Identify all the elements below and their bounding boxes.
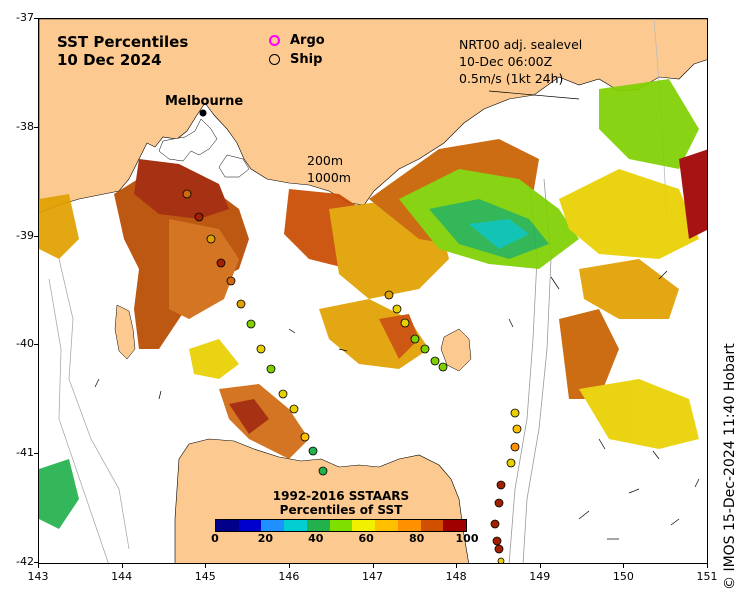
- longitude-tick: [288, 564, 290, 568]
- ship-marker-icon: [269, 54, 280, 65]
- colorbar-tick-label: 20: [257, 532, 274, 545]
- latitude-tick: [34, 18, 38, 19]
- latitude-tick: [34, 453, 38, 455]
- colorbar-tick-label: 0: [211, 532, 219, 545]
- ship-track: [182, 189, 522, 563]
- colorbar-tick-labels: 0 20 40 60 80 100: [211, 532, 478, 546]
- latitude-tick-label: -38: [16, 119, 34, 133]
- map-canvas: [39, 19, 707, 563]
- sst-patches: [39, 79, 707, 529]
- colorbar-swatch: [443, 520, 467, 531]
- colorbar-swatch: [375, 520, 398, 531]
- contour-label-1000m: 1000m: [307, 170, 351, 185]
- longitude-tick-label: 147: [362, 570, 383, 583]
- port-phillip-bay: [158, 118, 218, 162]
- longitude-tick-label: 149: [529, 570, 551, 583]
- longitude-tick: [456, 564, 458, 568]
- contour-1000m: [48, 278, 109, 563]
- longitude-tick-label: 144: [111, 570, 133, 583]
- longitude-tick: [372, 564, 374, 568]
- melbourne-marker: [199, 109, 207, 117]
- latitude-tick: [34, 562, 38, 563]
- latitude-tick-label: -41: [16, 446, 34, 460]
- king-island: [114, 304, 136, 360]
- longitude-tick: [707, 564, 708, 568]
- latitude-tick-label: -37: [16, 11, 34, 24]
- colorbar-title-2: Percentiles of SST: [279, 503, 403, 517]
- longitude-tick: [38, 564, 39, 568]
- western-port: [218, 154, 250, 178]
- current-info-line-2: 10-Dec 06:00Z: [459, 54, 553, 69]
- latitude-tick-label: -40: [16, 337, 34, 351]
- colorbar-swatch: [397, 520, 421, 531]
- title-line-1: SST Percentiles: [57, 33, 189, 51]
- latitude-tick-label: -42: [16, 555, 34, 568]
- marker-legend: Argo Ship: [269, 33, 325, 67]
- latitude-tick: [34, 235, 38, 237]
- colorbar-swatch-row: [215, 519, 467, 532]
- current-info: NRT00 adj. sealevel 10-Dec 06:00Z 0.5m/s…: [459, 36, 582, 87]
- flinders-island: [440, 328, 472, 372]
- colorbar-swatch: [238, 520, 262, 531]
- longitude-tick-label: 146: [278, 570, 300, 583]
- contour-label-200m: 200m: [307, 153, 344, 168]
- argo-marker-icon: [269, 35, 280, 46]
- latitude-tick: [34, 126, 38, 128]
- land-victoria: [39, 19, 707, 214]
- longitude-tick: [121, 564, 123, 568]
- longitude-tick: [623, 564, 625, 568]
- colorbar-tick-label: 60: [358, 532, 374, 545]
- longitude-tick: [539, 564, 541, 568]
- current-info-line-3: 0.5m/s (1kt 24h): [459, 71, 564, 86]
- contour-legend: 200m 1000m: [307, 152, 351, 186]
- longitude-tick: [205, 564, 207, 568]
- longitude-tick-label: 143: [27, 570, 49, 583]
- ship-label: Ship: [290, 52, 323, 67]
- latitude-tick-label: -39: [16, 228, 34, 242]
- colorbar-swatch: [216, 520, 239, 531]
- colorbar-swatch: [329, 520, 353, 531]
- contour-200m: [58, 258, 130, 550]
- map-area: SST Percentiles 10 Dec 2024 Melbourne Ar…: [38, 18, 708, 564]
- longitude-tick-label: 148: [445, 570, 467, 583]
- longitude-tick-label: 151: [696, 570, 718, 583]
- colorbar-swatch: [420, 520, 444, 531]
- colorbar-title-1: 1992-2016 SSTAARS: [272, 489, 410, 503]
- city-label: Melbourne: [165, 94, 244, 109]
- credit-text: © IMOS 15-Dec-2024 11:40 Hobart: [722, 343, 738, 590]
- title-line-2: 10 Dec 2024: [57, 51, 162, 69]
- colorbar-tick-label: 100: [455, 532, 479, 545]
- current-arrows: [94, 90, 700, 540]
- colorbar: 1992-2016 SSTAARS Percentiles of SST 0 20…: [211, 489, 478, 546]
- current-info-line-1: NRT00 adj. sealevel: [459, 37, 583, 52]
- colorbar-tick-label: 40: [308, 532, 324, 545]
- colorbar-swatch: [306, 520, 330, 531]
- longitude-tick-label: 150: [612, 570, 634, 583]
- latitude-tick: [34, 344, 38, 346]
- land-tasmania: [174, 438, 469, 563]
- map-title: SST Percentiles 10 Dec 2024: [57, 33, 188, 69]
- colorbar-swatch: [261, 520, 285, 531]
- longitude-tick-label: 145: [194, 570, 216, 583]
- colorbar-tick-label: 80: [408, 532, 425, 545]
- colorbar-swatch: [284, 520, 307, 531]
- colorbar-swatch: [352, 520, 376, 531]
- argo-label: Argo: [290, 33, 325, 48]
